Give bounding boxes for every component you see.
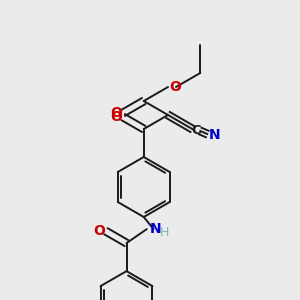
Text: C: C	[191, 124, 201, 136]
Text: O: O	[110, 106, 122, 120]
Text: N: N	[150, 222, 162, 236]
Text: O: O	[110, 110, 122, 124]
Text: O: O	[169, 80, 181, 94]
Text: H: H	[160, 226, 170, 238]
Text: N: N	[208, 128, 220, 142]
Text: O: O	[93, 224, 105, 238]
